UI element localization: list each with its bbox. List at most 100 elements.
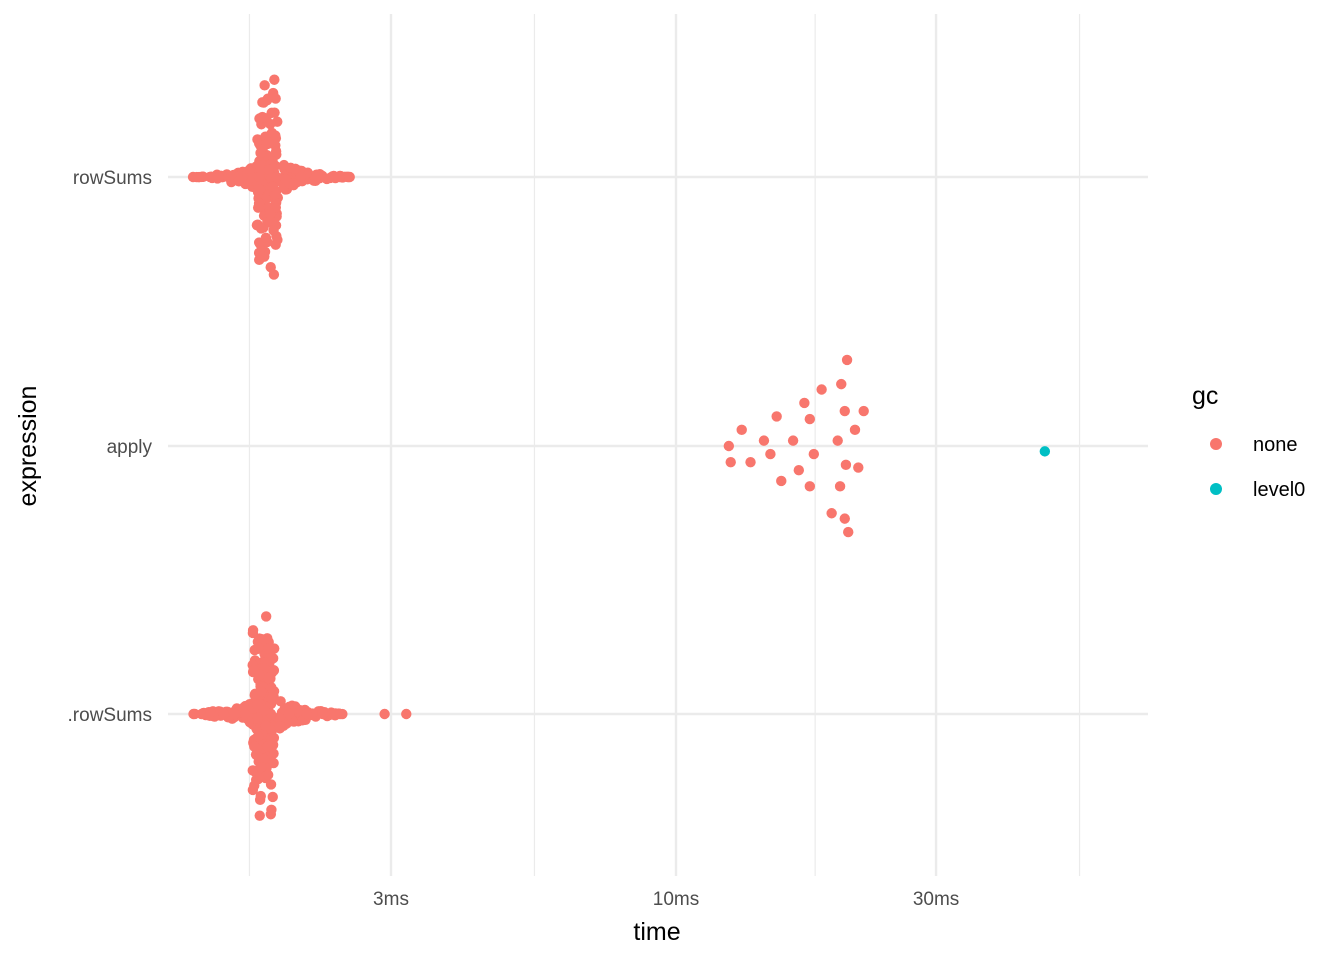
- data-point: [787, 435, 799, 446]
- data-point: [254, 254, 265, 266]
- data-point: [255, 223, 267, 234]
- y-axis-title: expression: [14, 386, 42, 507]
- data-point: [268, 225, 279, 236]
- data-point: [301, 708, 312, 720]
- data-point: [249, 741, 260, 752]
- data-point: [758, 435, 770, 446]
- data-point: [247, 765, 258, 776]
- data-point: [255, 790, 266, 802]
- data-point: [267, 791, 278, 803]
- data-point: [252, 731, 264, 742]
- data-point: [269, 74, 280, 85]
- data-point: [268, 732, 280, 744]
- data-point: [745, 456, 756, 468]
- x-tick-labels: 3ms 10ms 30ms: [373, 889, 959, 910]
- data-point: [317, 708, 329, 720]
- data-point: [839, 513, 850, 524]
- data-point: [853, 462, 864, 473]
- data-point: [254, 171, 265, 183]
- data-point: [274, 721, 285, 732]
- data-point: [270, 93, 281, 104]
- data-point: [808, 448, 820, 460]
- data-point: [841, 354, 853, 366]
- legend-label-none: none: [1253, 434, 1298, 456]
- x-tick-label: 3ms: [373, 889, 409, 910]
- data-point: [334, 708, 346, 720]
- data-point: [265, 809, 277, 820]
- data-point: [252, 713, 264, 724]
- data-point: [849, 424, 861, 436]
- data-point: [229, 708, 240, 720]
- data-point: [793, 465, 805, 476]
- data-point: [858, 405, 869, 417]
- data-point: [254, 669, 265, 681]
- x-axis-title: time: [633, 918, 680, 946]
- x-tick-label: 30ms: [913, 889, 959, 910]
- data-point: [254, 184, 265, 195]
- data-point: [213, 171, 225, 183]
- data-point: [247, 627, 259, 639]
- data-point: [344, 171, 355, 183]
- legend-title: gc: [1192, 382, 1218, 410]
- data-point: [218, 708, 229, 720]
- y-tick-label: apply: [107, 437, 153, 458]
- data-point: [765, 448, 776, 460]
- data-point: [268, 665, 279, 676]
- y-tick-labels: rowSums apply .rowSums: [68, 168, 153, 726]
- data-point: [834, 481, 846, 492]
- data-point: [256, 686, 267, 697]
- data-point: [252, 202, 264, 213]
- data-point: [839, 405, 850, 417]
- grid-lines: [168, 14, 1148, 876]
- y-tick-label: .rowSums: [68, 705, 152, 726]
- data-point: [265, 779, 277, 790]
- data-point: [266, 693, 278, 704]
- data-point: [255, 762, 267, 773]
- data-point: [725, 456, 736, 468]
- data-point: [258, 753, 270, 765]
- data-point: [258, 97, 269, 108]
- data-point: [771, 411, 782, 422]
- y-tick-label: rowSums: [73, 168, 152, 189]
- legend-key-level0: [1210, 483, 1222, 495]
- data-point: [836, 378, 847, 390]
- data-point: [832, 435, 843, 446]
- data-point: [379, 708, 390, 720]
- data-point: [280, 173, 291, 185]
- data-point: [736, 424, 747, 436]
- data-point: [776, 475, 787, 487]
- legend-key-none: [1210, 438, 1222, 450]
- data-point: [196, 171, 207, 183]
- data-point: [840, 459, 852, 471]
- data-point: [187, 171, 199, 183]
- data-point: [283, 708, 295, 720]
- data-point: [804, 481, 816, 492]
- data-point: [263, 137, 275, 148]
- data-points: [187, 74, 1051, 821]
- data-point: [251, 699, 263, 710]
- data-point: [265, 262, 276, 273]
- data-point: [265, 208, 276, 219]
- data-point: [239, 708, 251, 720]
- data-point: [254, 810, 265, 821]
- data-point: [272, 234, 283, 246]
- data-point: [259, 662, 270, 674]
- data-point: [205, 707, 216, 718]
- legend-label-level0: level0: [1253, 479, 1305, 501]
- data-point: [263, 643, 274, 654]
- data-point: [271, 171, 282, 183]
- data-point: [260, 232, 272, 243]
- data-point: [267, 653, 279, 664]
- data-point: [236, 171, 248, 183]
- data-point: [804, 413, 816, 425]
- data-point: [1039, 446, 1051, 457]
- data-point: [816, 384, 827, 395]
- data-point: [188, 708, 199, 720]
- data-point: [295, 171, 307, 183]
- data-point: [263, 164, 275, 175]
- data-point: [259, 80, 270, 91]
- data-point: [267, 181, 279, 192]
- data-point: [270, 145, 282, 157]
- data-point: [258, 705, 270, 716]
- data-point: [401, 708, 412, 720]
